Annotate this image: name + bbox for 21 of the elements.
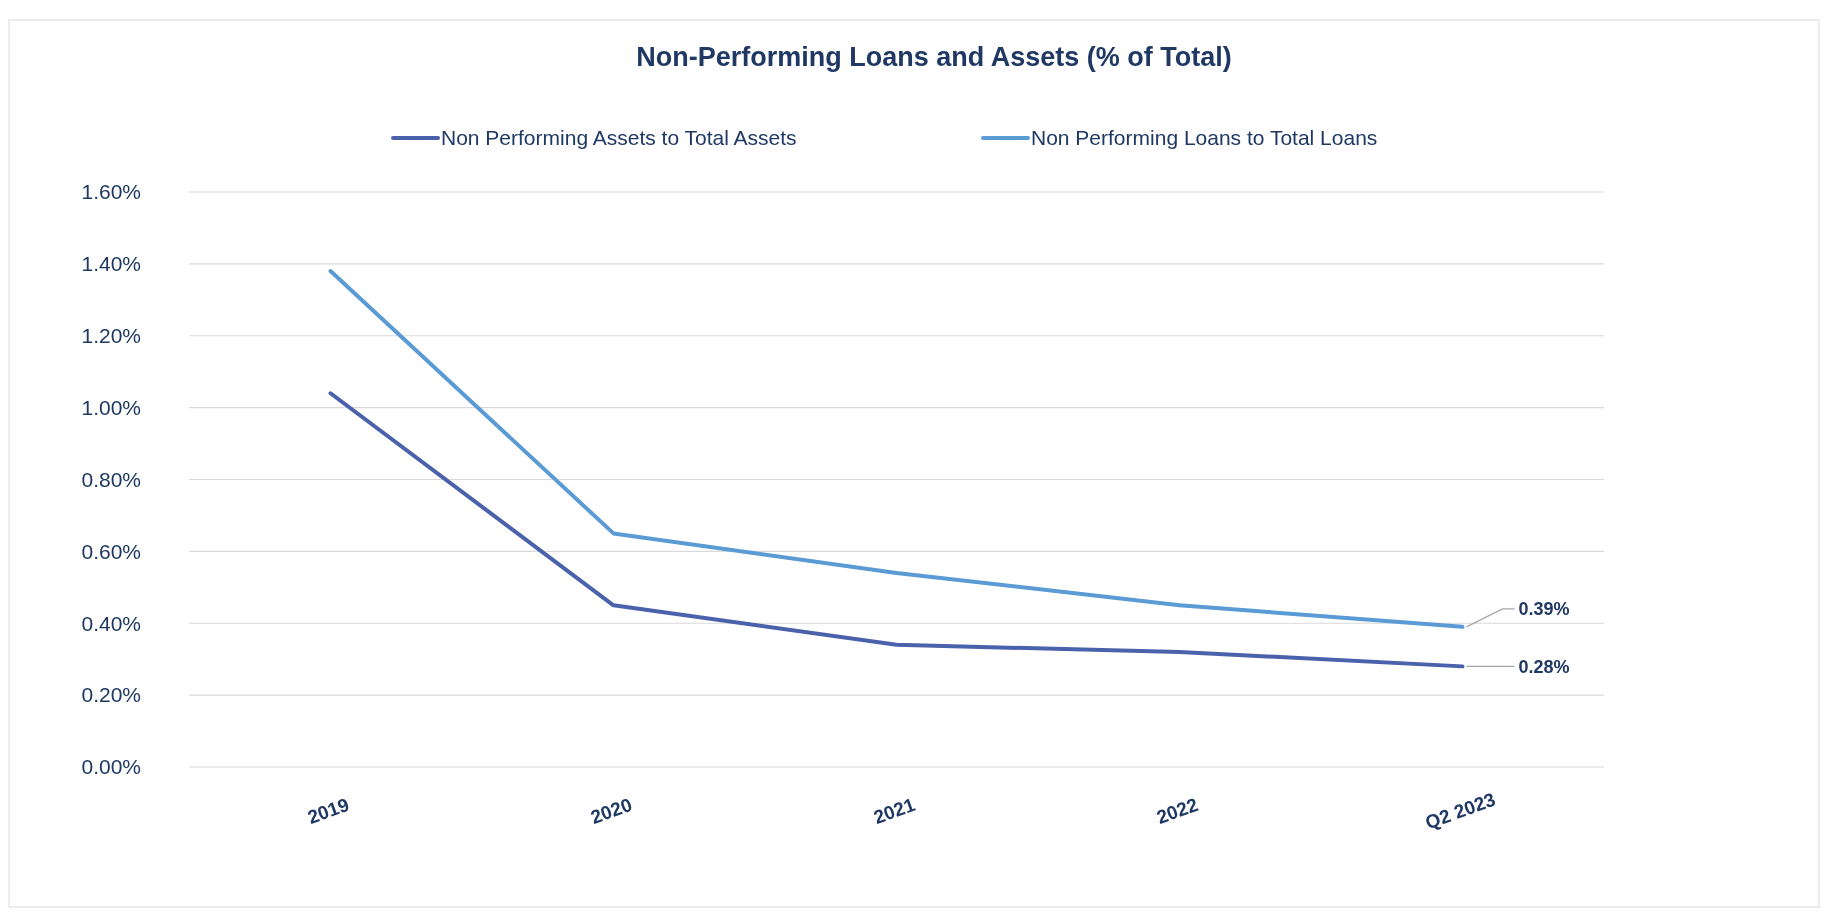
y-tick-label: 0.00%	[81, 755, 141, 779]
y-tick-label: 1.40%	[81, 252, 141, 276]
x-tick-label: 2022	[1153, 793, 1201, 828]
line-series	[328, 391, 1465, 669]
y-tick-label: 0.20%	[81, 683, 141, 707]
legend-label: Non Performing Assets to Total Assets	[441, 126, 797, 150]
x-tick-label: 2020	[587, 793, 635, 828]
x-tick-label: 2019	[304, 793, 352, 828]
line-series	[328, 269, 1465, 629]
y-tick-label: 0.40%	[81, 611, 141, 635]
chart-title: Non-Performing Loans and Assets (% of Total)	[636, 42, 1232, 72]
y-tick-label: 0.60%	[81, 539, 141, 563]
y-tick-label: 0.80%	[81, 467, 141, 491]
y-tick-label: 1.00%	[81, 395, 141, 419]
data-label: 0.39%	[1518, 599, 1570, 620]
data-label: 0.28%	[1518, 656, 1570, 677]
y-tick-label: 1.60%	[81, 180, 141, 204]
x-tick-label: Q2 2023	[1422, 788, 1499, 834]
y-tick-label: 1.20%	[81, 324, 141, 348]
legend-label: Non Performing Loans to Total Loans	[1031, 126, 1378, 150]
x-tick-label: 2021	[870, 793, 919, 828]
